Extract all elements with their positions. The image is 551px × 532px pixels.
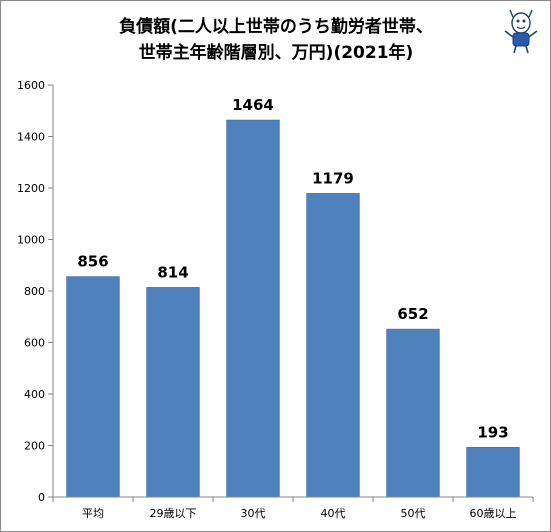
y-tick-label: 1400 <box>17 131 45 144</box>
bar <box>66 276 120 498</box>
y-axis: 0 200 400 600 800 1000 1200 1400 1600 <box>17 79 54 504</box>
chart-title-line-1: 負債額(二人以上世帯のうち勤労者世帯、 <box>119 16 433 37</box>
y-tick-label: 600 <box>24 337 45 350</box>
x-category-label: 50代 <box>401 507 426 520</box>
y-tick-label: 200 <box>24 440 45 453</box>
bar <box>146 287 200 498</box>
bar <box>466 447 520 498</box>
y-tick-label: 1200 <box>17 182 45 195</box>
y-tick-label: 1000 <box>17 234 45 247</box>
x-category-label: 平均 <box>82 507 104 520</box>
data-label: 193 <box>477 423 508 441</box>
bar <box>306 193 360 498</box>
x-axis: 平均 29歳以下 30代 40代 50代 60歳以上 <box>52 496 534 520</box>
x-category-label: 29歳以下 <box>150 507 197 520</box>
chart-title-line-2: 世帯主年齢階層別、万円)(2021年) <box>139 42 414 63</box>
bar <box>386 328 440 498</box>
x-category-label: 30代 <box>241 507 266 520</box>
data-label: 1464 <box>232 96 274 114</box>
x-category-label: 40代 <box>321 507 346 520</box>
data-label: 814 <box>157 263 188 281</box>
bars: 856 814 1464 1179 652 193 <box>66 96 520 498</box>
bar <box>226 119 280 498</box>
y-tick-label: 400 <box>24 388 45 401</box>
y-tick-label: 1600 <box>17 79 45 92</box>
y-tick-label: 0 <box>38 491 45 504</box>
mascot-logo-icon <box>504 9 538 54</box>
y-tick-label: 800 <box>24 285 45 298</box>
data-label: 1179 <box>312 169 354 187</box>
data-label: 856 <box>77 253 108 271</box>
data-label: 652 <box>397 305 428 323</box>
x-category-label: 60歳以上 <box>470 507 517 520</box>
